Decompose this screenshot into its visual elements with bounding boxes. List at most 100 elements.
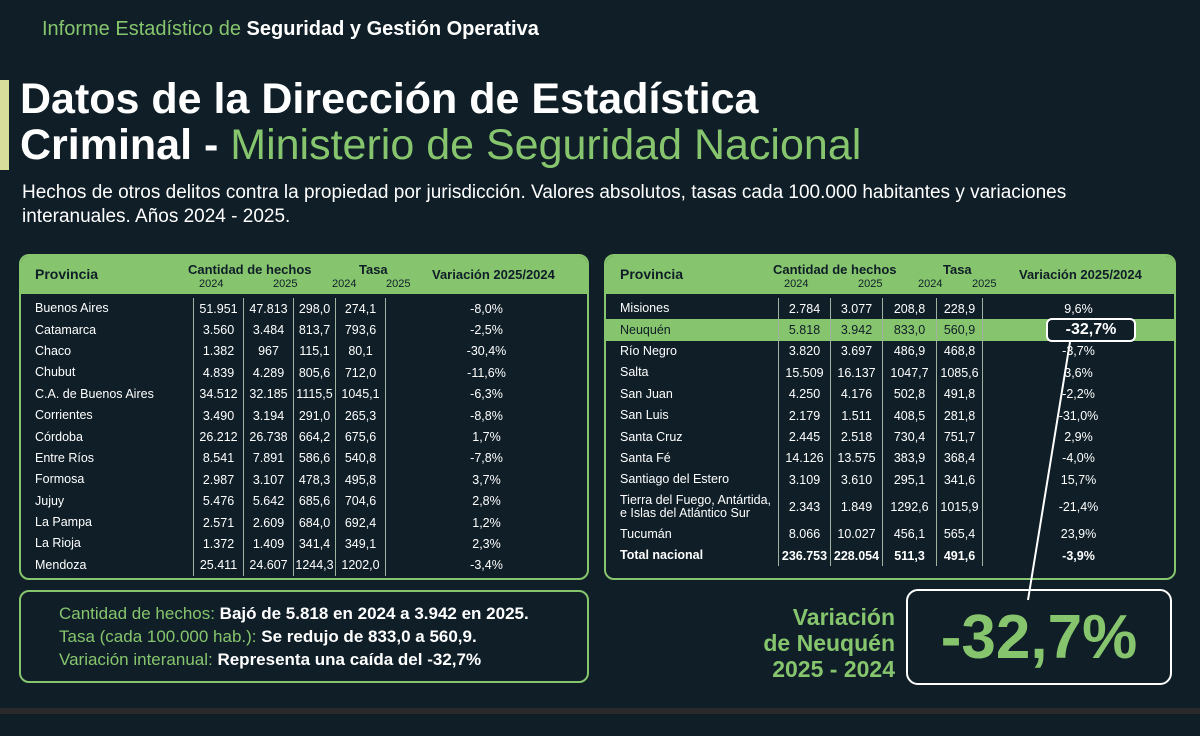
table-row: Buenos Aires 51.951 47.813 298,0 274,1 -8,0%	[21, 298, 587, 320]
cell-variacion: -30,4%	[385, 340, 587, 363]
table-row: La Pampa 2.571 2.609 684,0 692,4 1,2%	[21, 511, 587, 534]
cell-cant-2024: 1.372	[193, 533, 243, 555]
cell-provincia: Tierra del Fuego, Antártida, e Islas del…	[620, 493, 772, 521]
cell-provincia: Jujuy	[35, 493, 65, 508]
cell-provincia: Chaco	[35, 343, 72, 358]
cell-cant-2025: 4.289	[243, 362, 293, 384]
cell-variacion: 1,7%	[385, 426, 587, 448]
cell-tasa-2025: 265,3	[335, 404, 385, 427]
cell-cant-2024: 2.343	[778, 490, 830, 524]
cell-tasa-2024: 383,9	[882, 447, 936, 470]
table-row: Chaco 1.382 967 115,1 80,1 -30,4%	[21, 340, 587, 363]
table-row: San Luis 2.179 1.511 408,5 281,8 -31,0%	[606, 404, 1174, 427]
cell-tasa-2024: 730,4	[882, 426, 936, 448]
cell-cant-2025: 3.942	[830, 319, 882, 341]
cell-tasa-2025: 491,8	[936, 383, 982, 405]
neuquen-variation-label: Variación de Neuquén 2025 - 2024	[730, 604, 895, 682]
cell-provincia: Entre Ríos	[35, 450, 95, 465]
cell-cant-2025: 967	[243, 340, 293, 363]
cell-cant-2024: 2.571	[193, 511, 243, 534]
cell-tasa-2025: 491,6	[936, 544, 982, 567]
cell-provincia: Tucumán	[620, 526, 672, 541]
cell-cant-2024: 26.212	[193, 426, 243, 448]
cell-variacion: -3,9%	[982, 544, 1174, 567]
cell-variacion: 3,7%	[385, 469, 587, 491]
cell-tasa-2025: 1045,1	[335, 383, 385, 405]
table-row: Santiago del Estero 3.109 3.610 295,1 341,6 1…	[606, 469, 1174, 491]
table-row: Salta 15.509 16.137 1047,7 1085,6 3,6%	[606, 362, 1174, 384]
cell-cant-2024: 3.109	[778, 469, 830, 491]
cell-tasa-2025: 560,9	[936, 319, 982, 341]
cell-tasa-2024: 115,1	[293, 340, 335, 363]
cell-provincia: Corrientes	[35, 408, 93, 423]
table-row: Santa Fé 14.126 13.575 383,9 368,4 -4,0%	[606, 447, 1174, 470]
cell-cant-2025: 24.607	[243, 554, 293, 577]
table-row: La Rioja 1.372 1.409 341,4 349,1 2,3%	[21, 533, 587, 555]
cell-cant-2025: 16.137	[830, 362, 882, 384]
cell-tasa-2024: 1244,3	[293, 554, 335, 577]
cell-tasa-2024: 1115,5	[293, 383, 335, 405]
cell-provincia: La Pampa	[35, 515, 92, 530]
big-label-l3: 2025 - 2024	[772, 656, 895, 682]
cell-cant-2024: 2.179	[778, 404, 830, 427]
summary-l1-label: Cantidad de hechos:	[59, 604, 220, 623]
cell-variacion: -2,2%	[982, 383, 1174, 405]
page-subtitle: Hechos de otros delitos contra la propie…	[22, 182, 1067, 227]
table-left-body: Buenos Aires 51.951 47.813 298,0 274,1 -8,0% C…	[21, 294, 587, 577]
table-right: Provincia Cantidad de hechos 2024 2025 T…	[604, 254, 1176, 580]
cell-variacion: -6,3%	[385, 383, 587, 405]
cell-cant-2025: 228.054	[830, 544, 882, 567]
th-tasa-2025: 2025	[972, 278, 997, 290]
cell-tasa-2024: 685,6	[293, 490, 335, 512]
cell-cant-2025: 26.738	[243, 426, 293, 448]
cell-variacion: 2,3%	[385, 533, 587, 555]
cell-cant-2024: 8.066	[778, 523, 830, 545]
table-row: Formosa 2.987 3.107 478,3 495,8 3,7%	[21, 469, 587, 491]
th-variacion: Variación 2025/2024	[1019, 267, 1142, 282]
cell-tasa-2024: 511,3	[882, 544, 936, 567]
cell-provincia: Córdoba	[35, 429, 83, 444]
th-cant-2024: 2024	[199, 278, 224, 290]
cell-provincia: Formosa	[35, 472, 85, 487]
cell-cant-2024: 5.818	[778, 319, 830, 341]
cell-variacion: -7,8%	[385, 447, 587, 470]
cell-variacion: -4,0%	[982, 447, 1174, 470]
th-tasa-2025: 2025	[386, 278, 411, 290]
neuquen-variation-big-value: -32,7%	[906, 589, 1172, 685]
cell-cant-2025: 10.027	[830, 523, 882, 545]
cell-provincia: La Rioja	[35, 536, 81, 551]
cell-tasa-2024: 805,6	[293, 362, 335, 384]
cell-provincia: Santa Fé	[620, 450, 671, 465]
summary-line-2: Tasa (cada 100.000 hab.): Se redujo de 8…	[59, 625, 587, 648]
cell-tasa-2024: 586,6	[293, 447, 335, 470]
cell-provincia: Misiones	[620, 301, 670, 316]
cell-tasa-2025: 675,6	[335, 426, 385, 448]
cell-cant-2024: 51.951	[193, 298, 243, 320]
cell-tasa-2024: 456,1	[882, 523, 936, 545]
cell-variacion: -31,0%	[982, 404, 1174, 427]
cell-tasa-2025: 468,8	[936, 340, 982, 363]
cell-provincia: Santiago del Estero	[620, 472, 730, 487]
th-tasa-2024: 2024	[918, 278, 943, 290]
cell-tasa-2024: 664,2	[293, 426, 335, 448]
cell-cant-2024: 2.784	[778, 298, 830, 320]
cell-cant-2024: 3.560	[193, 319, 243, 341]
table-row: Tierra del Fuego, Antártida, e Islas del…	[606, 490, 1174, 524]
summary-l2-label: Tasa (cada 100.000 hab.):	[59, 627, 262, 646]
cell-variacion: -8,0%	[385, 298, 587, 320]
cell-tasa-2025: 495,8	[335, 469, 385, 491]
cell-cant-2025: 3.194	[243, 404, 293, 427]
page-title: Datos de la Dirección de Estadística Cri…	[20, 76, 1120, 168]
cell-tasa-2024: 341,4	[293, 533, 335, 555]
cell-variacion: 2,9%	[982, 426, 1174, 448]
th-cantidad: Cantidad de hechos	[773, 262, 897, 277]
cell-cant-2024: 236.753	[778, 544, 830, 567]
cell-tasa-2025: 368,4	[936, 447, 982, 470]
table-row: Jujuy 5.476 5.642 685,6 704,6 2,8%	[21, 490, 587, 512]
cell-provincia: Total nacional	[620, 548, 704, 563]
cell-variacion: -2,5%	[385, 319, 587, 341]
cell-variacion: 2,8%	[385, 490, 587, 512]
cell-cant-2025: 2.609	[243, 511, 293, 534]
th-tasa: Tasa	[943, 262, 972, 277]
cell-variacion: -3,7%	[982, 340, 1174, 363]
